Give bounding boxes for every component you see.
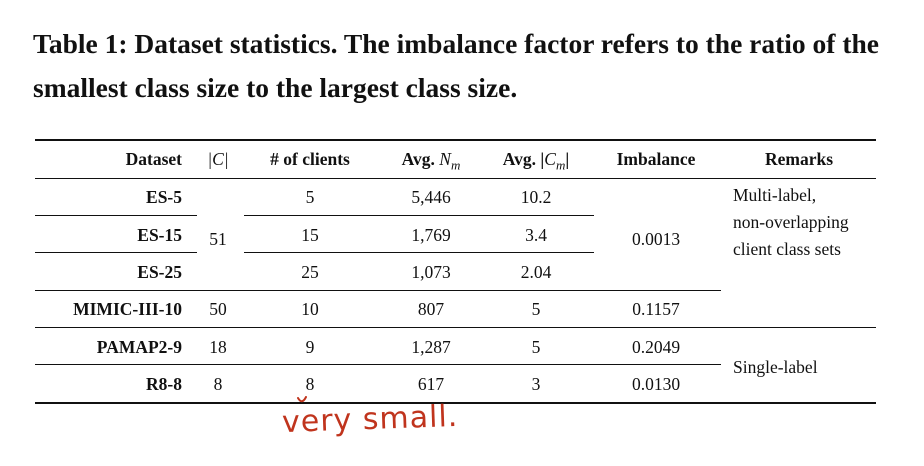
cell-avg-c: 3: [531, 374, 541, 394]
hand-mark-icon: [297, 396, 307, 403]
cell-c: 8: [213, 374, 223, 394]
cell-avg-n: 617: [417, 374, 445, 394]
bottom-rule: [35, 402, 876, 404]
cell-clients: 8: [305, 374, 315, 394]
cell-dataset: ES-25: [137, 262, 182, 282]
header-avg-n: Avg. Nm: [401, 149, 461, 173]
cell-clients: 5: [305, 187, 315, 207]
cell-avg-n: 1,287: [411, 337, 451, 357]
header-remarks: Remarks: [764, 149, 834, 169]
top-rule: [35, 139, 876, 141]
cell-avg-c: 5: [531, 337, 541, 357]
row-divider: [35, 364, 721, 365]
cell-imbalance: 0.1157: [632, 299, 680, 319]
header-c: |C|: [207, 149, 229, 169]
cell-dataset: PAMAP2-9: [96, 337, 182, 357]
header-rule: [35, 178, 876, 179]
header-imbalance: Imbalance: [616, 149, 696, 169]
cell-avg-n: 1,073: [411, 262, 451, 282]
cell-avg-c: 2.04: [520, 262, 552, 282]
row-divider: [244, 252, 594, 253]
cell-imbalance: 0.0130: [631, 374, 681, 394]
remarks-single-label: Single-label: [733, 357, 818, 377]
cell-imbalance: 0.2049: [631, 337, 681, 357]
group-rule: [35, 327, 876, 328]
cell-dataset: ES-15: [137, 225, 182, 245]
cell-clients: 15: [301, 225, 319, 245]
cell-avg-c: 3.4: [525, 225, 547, 245]
row-divider: [244, 215, 594, 216]
remarks-multi-label: Multi-label, non-overlapping client clas…: [733, 185, 849, 259]
cell-avg-n: 807: [417, 299, 445, 319]
cell-dataset: MIMIC-III-10: [73, 299, 182, 319]
cell-c: 18: [209, 337, 227, 357]
cell-avg-n: 5,446: [411, 187, 451, 207]
cell-c-merged: 51: [209, 229, 227, 249]
row-divider: [35, 252, 197, 253]
cell-avg-n: 1,769: [411, 225, 451, 245]
cell-c: 50: [209, 299, 227, 319]
cell-dataset: R8-8: [146, 374, 182, 394]
cell-clients: 9: [305, 337, 315, 357]
row-divider: [35, 290, 721, 291]
cell-clients: 25: [301, 262, 319, 282]
header-avg-c: Avg. |Cm|: [502, 149, 570, 173]
handwritten-annotation: very small.: [281, 398, 459, 441]
header-clients: # of clients: [270, 149, 350, 169]
cell-dataset: ES-5: [146, 187, 182, 207]
header-dataset: Dataset: [125, 149, 182, 169]
cell-imbalance-merged: 0.0013: [631, 229, 681, 249]
cell-avg-c: 5: [531, 299, 541, 319]
cell-avg-c: 10.2: [520, 187, 552, 207]
row-divider: [35, 215, 197, 216]
table-caption: Table 1: Dataset statistics. The imbalan…: [33, 28, 879, 103]
cell-clients: 10: [301, 299, 319, 319]
